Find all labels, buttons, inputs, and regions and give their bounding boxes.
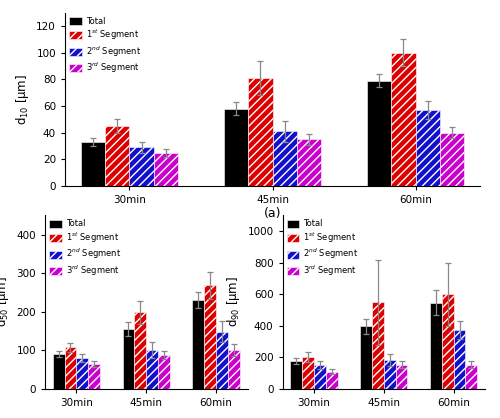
Bar: [52, 354, 64, 389]
Bar: [216, 332, 228, 389]
Bar: [122, 329, 134, 389]
Bar: [272, 131, 297, 186]
Bar: [76, 358, 88, 389]
Bar: [416, 110, 440, 186]
Bar: [440, 133, 464, 186]
Y-axis label: d$_{50}$ [µm]: d$_{50}$ [µm]: [0, 277, 11, 327]
Bar: [314, 365, 326, 389]
Bar: [430, 303, 442, 389]
Bar: [360, 326, 372, 389]
Bar: [297, 139, 321, 186]
Legend: Total, 1$^{st}$ Segment, 2$^{nd}$ Segment, 3$^{rd}$ Segment: Total, 1$^{st}$ Segment, 2$^{nd}$ Segmen…: [285, 218, 360, 280]
Bar: [384, 360, 396, 389]
Bar: [372, 302, 384, 389]
Bar: [326, 372, 338, 389]
Bar: [64, 347, 76, 389]
Text: (a): (a): [264, 207, 281, 220]
Bar: [466, 364, 477, 389]
Bar: [392, 53, 415, 186]
Bar: [367, 81, 392, 186]
Bar: [396, 364, 407, 389]
Legend: Total, 1$^{st}$ Segment, 2$^{nd}$ Segment, 3$^{rd}$ Segment: Total, 1$^{st}$ Segment, 2$^{nd}$ Segmen…: [68, 15, 143, 77]
Bar: [224, 109, 248, 186]
Legend: Total, 1$^{st}$ Segment, 2$^{nd}$ Segment, 3$^{rd}$ Segment: Total, 1$^{st}$ Segment, 2$^{nd}$ Segmen…: [48, 218, 123, 280]
Bar: [192, 300, 204, 389]
Bar: [134, 312, 146, 389]
Bar: [248, 78, 272, 186]
Y-axis label: d$_{10}$ [µm]: d$_{10}$ [µm]: [14, 74, 30, 125]
Bar: [146, 350, 158, 389]
Bar: [88, 364, 100, 389]
Bar: [80, 142, 105, 186]
Bar: [442, 294, 454, 389]
Bar: [228, 350, 240, 389]
Bar: [204, 285, 216, 389]
Bar: [105, 126, 130, 186]
Bar: [454, 330, 466, 389]
Bar: [302, 357, 314, 389]
Y-axis label: d$_{90}$ [µm]: d$_{90}$ [µm]: [225, 277, 242, 327]
Bar: [130, 147, 154, 186]
Bar: [154, 153, 178, 186]
Bar: [158, 355, 170, 389]
Bar: [290, 361, 302, 389]
